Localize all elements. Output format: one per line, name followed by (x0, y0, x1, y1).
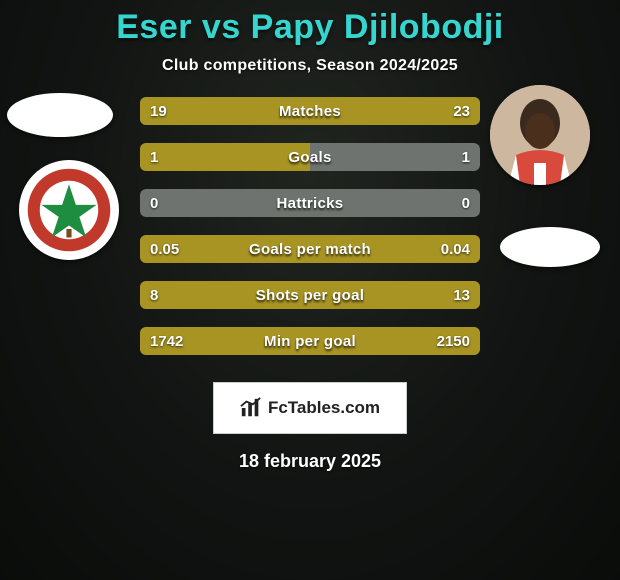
stat-value-right: 2150 (437, 327, 470, 355)
stat-row: 1742 Min per goal 2150 (140, 327, 480, 355)
stat-value-left: 0 (150, 189, 158, 217)
stat-row: 19 Matches 23 (140, 97, 480, 125)
stat-value-left: 0.05 (150, 235, 179, 263)
stat-value-left: 8 (150, 281, 158, 309)
club-left-logo (19, 160, 119, 260)
club-right-logo-placeholder (500, 227, 600, 267)
stat-value-right: 0 (462, 189, 470, 217)
stat-row: 8 Shots per goal 13 (140, 281, 480, 309)
stat-row: 0.05 Goals per match 0.04 (140, 235, 480, 263)
stat-label: Goals (288, 143, 331, 171)
stat-label: Matches (279, 97, 341, 125)
player-left-avatar-placeholder (7, 93, 113, 137)
stat-value-right: 13 (453, 281, 470, 309)
stat-label: Hattricks (277, 189, 344, 217)
stat-row: 0 Hattricks 0 (140, 189, 480, 217)
stat-row: 1 Goals 1 (140, 143, 480, 171)
stat-value-left: 1742 (150, 327, 183, 355)
stat-label: Goals per match (249, 235, 371, 263)
root: Eser vs Papy Djilobodji Club competition… (0, 0, 620, 580)
stat-value-right: 23 (453, 97, 470, 125)
bar-fill-left (140, 281, 269, 309)
main-area: 19 Matches 23 1 Goals 1 0 Hattricks 0 (0, 115, 620, 580)
stat-value-left: 19 (150, 97, 167, 125)
brand-box: FcTables.com (214, 383, 406, 433)
brand-label: FcTables.com (268, 398, 380, 418)
page-title: Eser vs Papy Djilobodji (116, 8, 504, 47)
stat-value-right: 1 (462, 143, 470, 171)
bar-fill-left (140, 143, 310, 171)
page-subtitle: Club competitions, Season 2024/2025 (162, 57, 458, 75)
stat-label: Shots per goal (256, 281, 364, 309)
stat-value-right: 0.04 (441, 235, 470, 263)
date-label: 18 february 2025 (239, 451, 381, 472)
stat-value-left: 1 (150, 143, 158, 171)
stat-label: Min per goal (264, 327, 356, 355)
brand-chart-icon (240, 397, 262, 419)
player-portrait-icon (490, 85, 590, 185)
player-right-avatar (490, 85, 590, 185)
club-crest-icon (26, 167, 112, 253)
stat-bars: 19 Matches 23 1 Goals 1 0 Hattricks 0 (140, 97, 480, 373)
